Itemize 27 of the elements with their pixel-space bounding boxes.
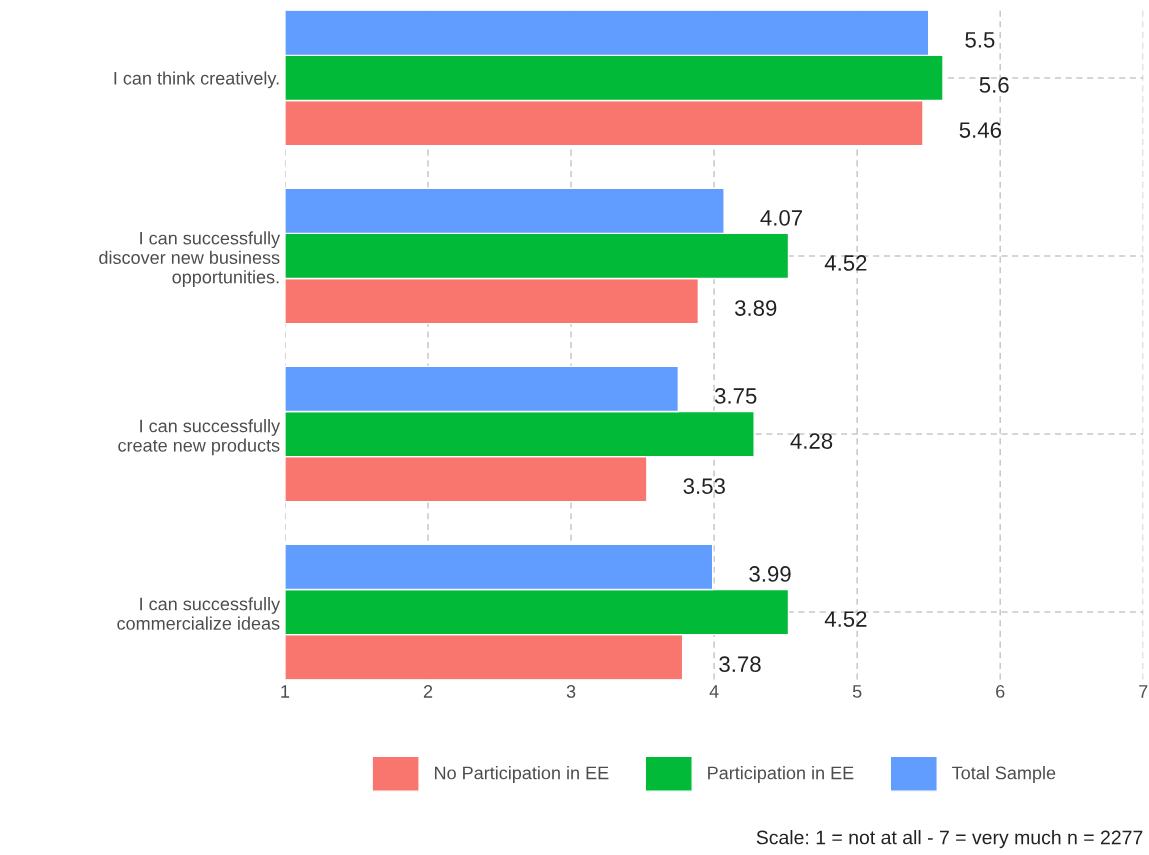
data-label: 3.89 — [734, 300, 777, 316]
text: Scale: 1 = not at all - 7 = very much n = 2277 — [756, 830, 1143, 849]
legend-label: No Participation in EE — [435, 766, 609, 783]
y-tick-label: I can successfully discover new business opportunities. — [99, 231, 281, 288]
y-tick-label: I can successfully create new products — [118, 419, 281, 456]
x-tick-label: 3 — [566, 685, 576, 698]
data-label: 4.52 — [824, 611, 867, 627]
data-label: 4.07 — [760, 209, 803, 226]
data-label: 4.52 — [824, 255, 867, 271]
x-tick-label: 2 — [423, 685, 433, 698]
legend-label: Participation in EE — [708, 766, 854, 783]
legend-label: Total Sample — [952, 766, 1056, 783]
data-label: 4.28 — [790, 433, 833, 449]
data-label: 3.75 — [714, 388, 757, 404]
data-label: 5.46 — [959, 122, 1001, 138]
data-label: 3.53 — [683, 478, 725, 494]
y-tick-label: I can successfully commercialize ideas — [117, 597, 281, 630]
data-label: 3.78 — [719, 656, 761, 673]
x-tick-label: 7 — [1139, 685, 1148, 698]
x-tick-label: 6 — [996, 685, 1005, 698]
x-tick-label: 4 — [709, 685, 719, 698]
x-tick-label: 1 — [281, 685, 290, 698]
y-tick-label: I can think creatively. — [114, 71, 279, 89]
x-tick-label: 5 — [852, 685, 862, 698]
data-label: 5.6 — [979, 77, 1009, 93]
data-label: 5.5 — [965, 32, 995, 48]
data-label: 3.99 — [749, 566, 791, 582]
